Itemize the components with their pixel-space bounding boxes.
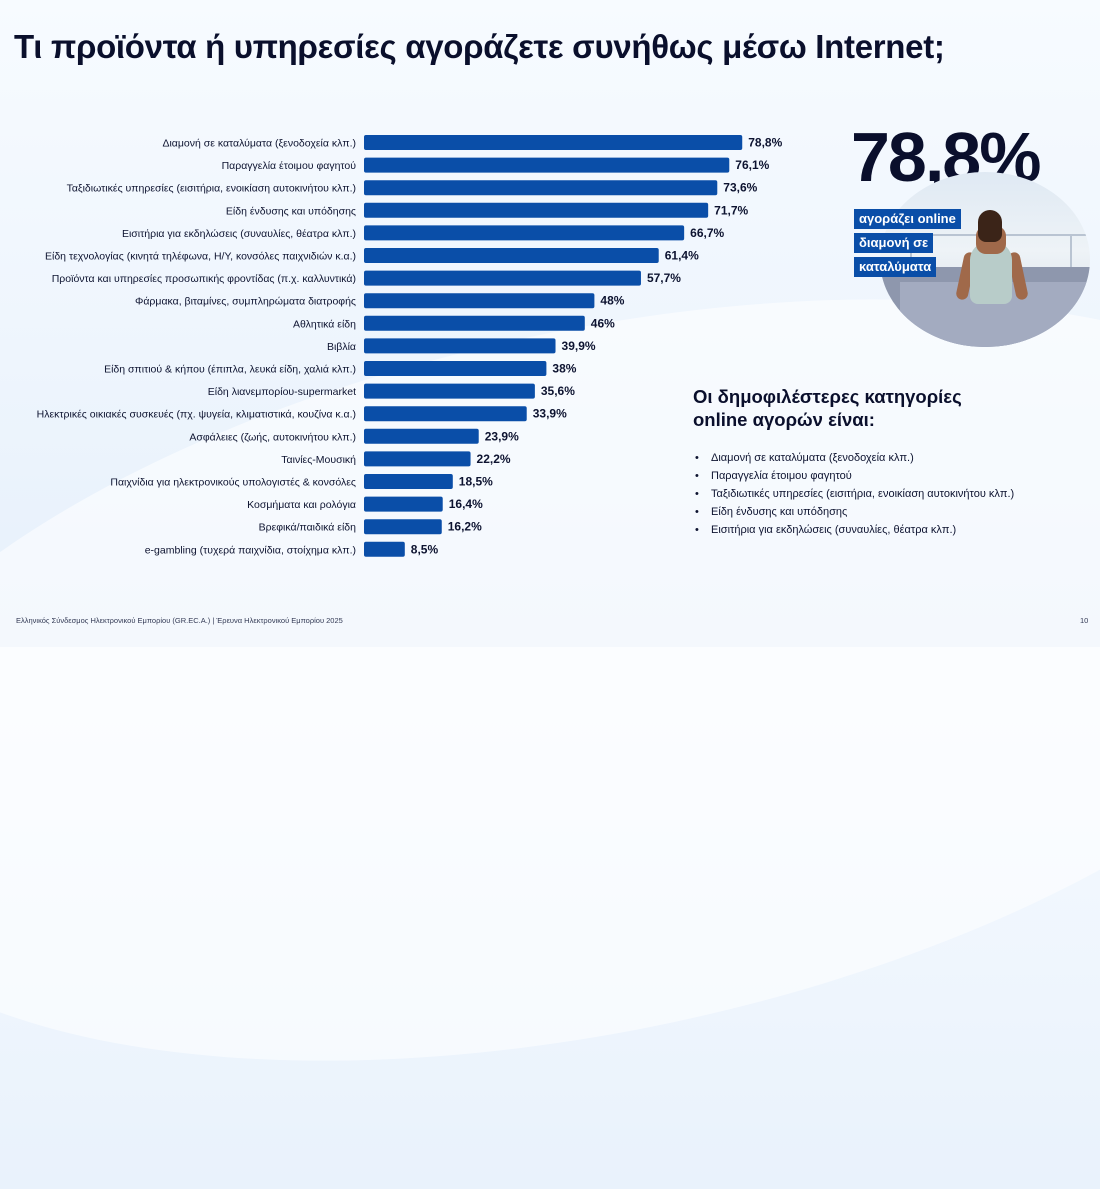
bar — [364, 248, 659, 263]
value-label: 48% — [600, 294, 624, 308]
category-label: Βιβλία — [327, 341, 356, 353]
list-item: Ταξιδιωτικές υπηρεσίες (εισιτήρια, ενοικ… — [695, 485, 1014, 503]
category-label: Είδη λιανεμπορίου-supermarket — [208, 386, 356, 398]
bar — [364, 270, 641, 286]
popular-categories-heading: Οι δημοφιλέστερες κατηγορίες online αγορ… — [693, 386, 993, 432]
category-label: Είδη σπιτιού & κήπου (έπιπλα, λευκά είδη… — [104, 364, 356, 376]
value-label: 66,7% — [690, 226, 724, 240]
bar — [364, 406, 527, 422]
bar — [364, 225, 685, 241]
category-label: Ασφάλειες (ζωής, αυτοκινήτου κλπ.) — [189, 431, 356, 443]
value-label: 57,7% — [647, 271, 681, 285]
bar — [364, 383, 535, 399]
bar — [364, 496, 443, 512]
value-label: 73,6% — [723, 181, 757, 195]
category-label: Παραγγελία έτοιμου φαγητού — [222, 160, 357, 172]
list-item: Είδη ένδυσης και υπόδησης — [695, 503, 1014, 521]
bar — [364, 157, 730, 173]
value-label: 71,7% — [714, 203, 748, 217]
photo-rail-post — [910, 234, 912, 274]
bar — [364, 451, 471, 467]
highlight-tag-line: διαμονή σε — [854, 233, 934, 253]
popular-categories-list: Διαμονή σε καταλύματα (ξενοδοχεία κλπ.) … — [695, 449, 1014, 539]
page-number: 10 — [1080, 616, 1089, 625]
category-label: Κοσμήματα και ρολόγια — [247, 499, 356, 511]
value-label: 46% — [591, 316, 615, 330]
highlight-tag-line: αγοράζει online — [854, 209, 961, 229]
value-label: 18,5% — [459, 475, 493, 489]
bar — [364, 428, 479, 444]
page-title: Τι προϊόντα ή υπηρεσίες αγοράζετε συνήθω… — [14, 28, 945, 65]
highlight-tag-line: καταλύματα — [854, 257, 937, 277]
category-label: Είδη τεχνολογίας (κινητά τηλέφωνα, Η/Υ, … — [45, 251, 356, 263]
category-label: Προϊόντα και υπηρεσίες προσωπικής φροντί… — [52, 273, 356, 285]
value-label: 35,6% — [541, 384, 575, 398]
photo-rail-post — [1070, 234, 1072, 274]
heading-line: Οι δημοφιλέστερες κατηγορίες — [693, 386, 962, 407]
value-label: 38% — [552, 362, 576, 376]
list-item: Παραγγελία έτοιμου φαγητού — [695, 467, 1014, 485]
bar — [364, 338, 556, 354]
value-label: 16,2% — [448, 520, 482, 534]
value-label: 8,5% — [411, 542, 439, 556]
value-label: 33,9% — [533, 407, 567, 421]
category-label: Αθλητικά είδη — [293, 318, 356, 330]
category-label: Είδη ένδυσης και υπόδησης — [226, 205, 356, 217]
list-item: Διαμονή σε καταλύματα (ξενοδοχεία κλπ.) — [695, 449, 1014, 467]
bar — [364, 541, 405, 557]
value-label: 61,4% — [665, 249, 699, 263]
bar — [364, 180, 718, 196]
value-label: 22,2% — [477, 452, 511, 466]
footer-source: Ελληνικός Σύνδεσμος Ηλεκτρονικού Εμπορίο… — [16, 616, 343, 625]
category-label: e-gambling (τυχερά παιχνίδια, στοίχημα κ… — [145, 544, 356, 556]
list-item: Εισιτήρια για εκδηλώσεις (συναυλίες, θέα… — [695, 521, 1014, 539]
bar — [364, 293, 595, 309]
category-label: Ταξιδιωτικές υπηρεσίες (εισιτήρια, ενοικ… — [67, 183, 356, 195]
value-label: 78,8% — [748, 136, 782, 150]
photo-hair — [978, 210, 1002, 242]
bar — [364, 361, 547, 376]
bar-chart: Διαμονή σε καταλύματα (ξενοδοχεία κλπ.) 7… — [37, 135, 783, 557]
value-label: 39,9% — [562, 339, 596, 353]
category-label: Εισιτήρια για εκδηλώσεις (συναυλίες, θέα… — [122, 228, 356, 240]
category-label: Ταινίες-Μουσική — [281, 454, 356, 466]
bar — [364, 315, 585, 331]
bar — [364, 135, 743, 150]
bar — [364, 202, 709, 218]
category-label: Παιχνίδια για ηλεκτρονικούς υπολογιστές … — [110, 477, 356, 489]
category-label: Φάρμακα, βιταμίνες, συμπληρώματα διατροφ… — [135, 296, 356, 308]
bar — [364, 474, 453, 489]
value-label: 23,9% — [485, 429, 519, 443]
value-label: 76,1% — [735, 158, 769, 172]
category-label: Ηλεκτρικές οικιακές συσκευές (πχ. ψυγεία… — [37, 409, 356, 421]
category-label: Διαμονή σε καταλύματα (ξενοδοχεία κλπ.) — [162, 138, 356, 150]
value-label: 16,4% — [449, 497, 483, 511]
heading-line: online αγορών είναι: — [693, 408, 875, 430]
bar — [364, 519, 442, 535]
category-label: Βρεφικά/παιδικά είδη — [259, 522, 357, 534]
